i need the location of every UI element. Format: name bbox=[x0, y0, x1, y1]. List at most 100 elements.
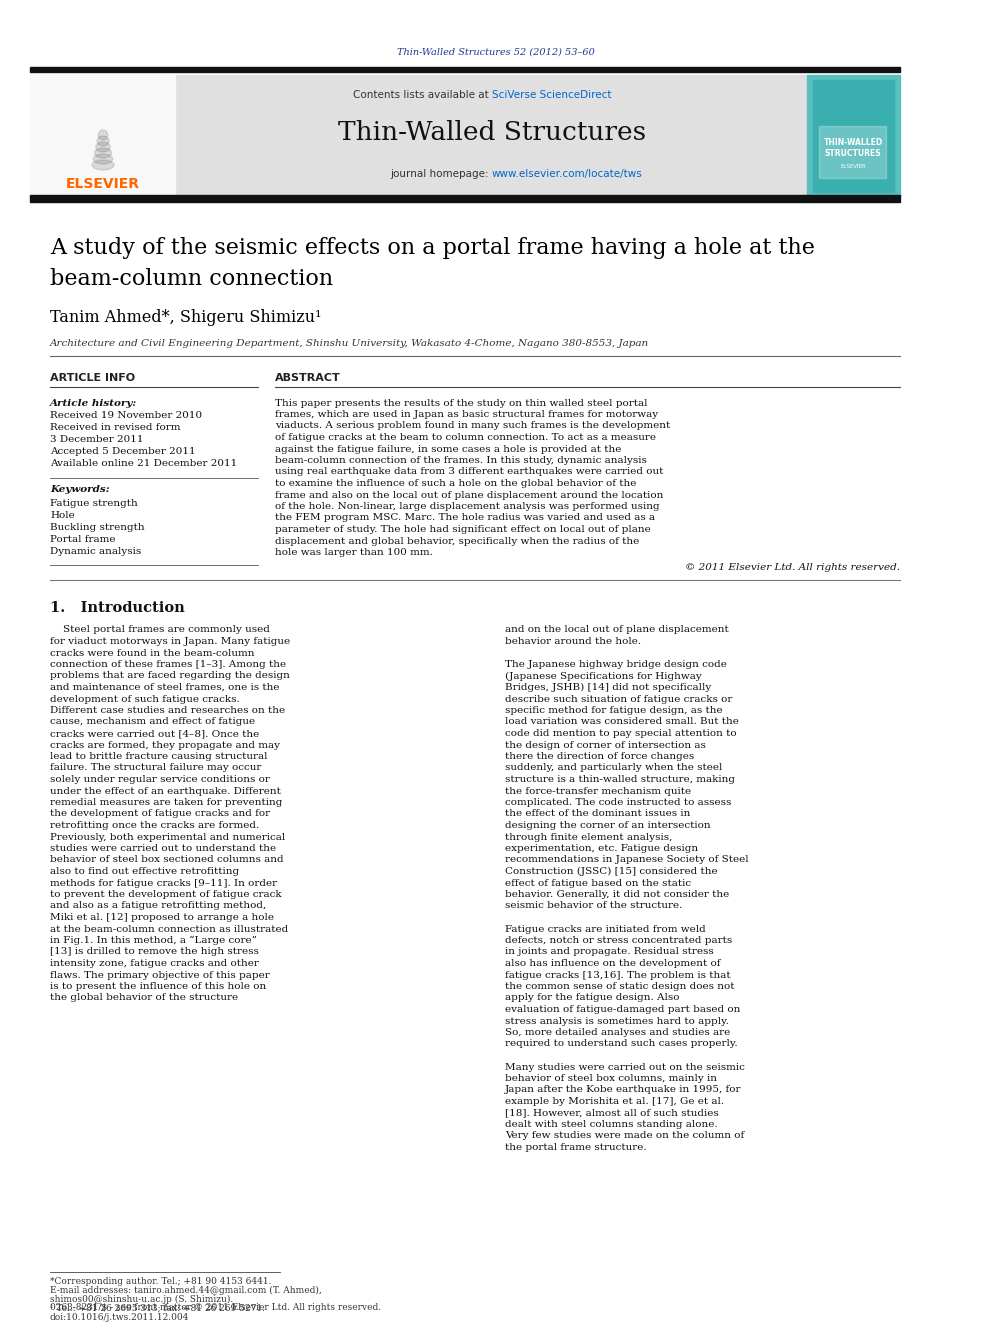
Text: behavior of steel box columns, mainly in: behavior of steel box columns, mainly in bbox=[505, 1074, 717, 1084]
Text: Very few studies were made on the column of: Very few studies were made on the column… bbox=[505, 1131, 744, 1140]
Text: and maintenance of steel frames, one is the: and maintenance of steel frames, one is … bbox=[50, 683, 280, 692]
Text: experimentation, etc. Fatigue design: experimentation, etc. Fatigue design bbox=[505, 844, 698, 853]
Text: Keywords:: Keywords: bbox=[50, 486, 110, 495]
Text: required to understand such cases properly.: required to understand such cases proper… bbox=[505, 1040, 738, 1049]
Text: recommendations in Japanese Society of Steel: recommendations in Japanese Society of S… bbox=[505, 856, 749, 864]
Text: parameter of study. The hole had significant effect on local out of plane: parameter of study. The hole had signifi… bbox=[275, 525, 651, 534]
Text: Hole: Hole bbox=[50, 511, 74, 520]
Text: using real earthquake data from 3 different earthquakes were carried out: using real earthquake data from 3 differ… bbox=[275, 467, 664, 476]
Text: Architecture and Civil Engineering Department, Shinshu University, Wakasato 4-Ch: Architecture and Civil Engineering Depar… bbox=[50, 339, 649, 348]
Text: solely under regular service conditions or: solely under regular service conditions … bbox=[50, 775, 270, 785]
Text: the effect of the dominant issues in: the effect of the dominant issues in bbox=[505, 810, 690, 819]
Text: the global behavior of the structure: the global behavior of the structure bbox=[50, 994, 238, 1003]
Text: problems that are faced regarding the design: problems that are faced regarding the de… bbox=[50, 672, 290, 680]
Text: designing the corner of an intersection: designing the corner of an intersection bbox=[505, 822, 710, 830]
Text: also to find out effective retrofitting: also to find out effective retrofitting bbox=[50, 867, 239, 876]
Text: Fatigue cracks are initiated from weld: Fatigue cracks are initiated from weld bbox=[505, 925, 705, 934]
Text: example by Morishita et al. [17], Ge et al.: example by Morishita et al. [17], Ge et … bbox=[505, 1097, 724, 1106]
Text: apply for the fatigue design. Also: apply for the fatigue design. Also bbox=[505, 994, 680, 1003]
Text: studies were carried out to understand the: studies were carried out to understand t… bbox=[50, 844, 276, 853]
Text: code did mention to pay special attention to: code did mention to pay special attentio… bbox=[505, 729, 737, 738]
Text: also has influence on the development of: also has influence on the development of bbox=[505, 959, 720, 968]
Text: This paper presents the results of the study on thin walled steel portal: This paper presents the results of the s… bbox=[275, 398, 648, 407]
Text: Steel portal frames are commonly used: Steel portal frames are commonly used bbox=[50, 626, 270, 635]
Text: cause, mechanism and effect of fatigue: cause, mechanism and effect of fatigue bbox=[50, 717, 255, 726]
Text: THIN-WALLED
STRUCTURES: THIN-WALLED STRUCTURES bbox=[823, 139, 883, 157]
Text: viaducts. A serious problem found in many such frames is the development: viaducts. A serious problem found in man… bbox=[275, 422, 671, 430]
Text: there the direction of force changes: there the direction of force changes bbox=[505, 751, 694, 761]
Text: © 2011 Elsevier Ltd. All rights reserved.: © 2011 Elsevier Ltd. All rights reserved… bbox=[685, 564, 900, 573]
Text: cracks are formed, they propagate and may: cracks are formed, they propagate and ma… bbox=[50, 741, 280, 750]
Text: beam-column connection of the frames. In this study, dynamic analysis: beam-column connection of the frames. In… bbox=[275, 456, 647, 464]
Text: ABSTRACT: ABSTRACT bbox=[275, 373, 340, 382]
Text: of fatigue cracks at the beam to column connection. To act as a measure: of fatigue cracks at the beam to column … bbox=[275, 433, 656, 442]
Text: Different case studies and researches on the: Different case studies and researches on… bbox=[50, 706, 285, 714]
Text: cracks were found in the beam-column: cracks were found in the beam-column bbox=[50, 648, 255, 658]
Text: Accepted 5 December 2011: Accepted 5 December 2011 bbox=[50, 447, 195, 456]
Text: is to present the influence of this hole on: is to present the influence of this hole… bbox=[50, 982, 266, 991]
Text: Many studies were carried out on the seismic: Many studies were carried out on the sei… bbox=[505, 1062, 745, 1072]
Bar bbox=[813, 79, 894, 192]
Text: Construction (JSSC) [15] considered the: Construction (JSSC) [15] considered the bbox=[505, 867, 717, 876]
Text: shimos00@shinshu-u.ac.jp (S. Shimizu).: shimos00@shinshu-u.ac.jp (S. Shimizu). bbox=[50, 1294, 233, 1303]
Text: The Japanese highway bridge design code: The Japanese highway bridge design code bbox=[505, 660, 727, 669]
Text: 0263-8231/$ - see front matter © 2011 Elsevier Ltd. All rights reserved.: 0263-8231/$ - see front matter © 2011 El… bbox=[50, 1303, 381, 1312]
Text: effect of fatigue based on the static: effect of fatigue based on the static bbox=[505, 878, 691, 888]
Text: beam-column connection: beam-column connection bbox=[50, 269, 333, 290]
Text: connection of these frames [1–3]. Among the: connection of these frames [1–3]. Among … bbox=[50, 660, 286, 669]
Text: describe such situation of fatigue cracks or: describe such situation of fatigue crack… bbox=[505, 695, 732, 704]
Text: remedial measures are taken for preventing: remedial measures are taken for preventi… bbox=[50, 798, 283, 807]
Text: ELSEVIER: ELSEVIER bbox=[840, 164, 866, 169]
Text: seismic behavior of the structure.: seismic behavior of the structure. bbox=[505, 901, 682, 910]
Ellipse shape bbox=[92, 160, 114, 169]
Text: Miki et al. [12] proposed to arrange a hole: Miki et al. [12] proposed to arrange a h… bbox=[50, 913, 274, 922]
Text: methods for fatigue cracks [9–11]. In order: methods for fatigue cracks [9–11]. In or… bbox=[50, 878, 277, 888]
Text: the force-transfer mechanism quite: the force-transfer mechanism quite bbox=[505, 786, 691, 795]
Text: at the beam-column connection as illustrated: at the beam-column connection as illustr… bbox=[50, 925, 289, 934]
Ellipse shape bbox=[93, 153, 113, 164]
Text: E-mail addresses: taniro.ahmed.44@gmail.com (T. Ahmed),: E-mail addresses: taniro.ahmed.44@gmail.… bbox=[50, 1286, 321, 1295]
Text: cracks were carried out [4–8]. Once the: cracks were carried out [4–8]. Once the bbox=[50, 729, 259, 738]
Text: Dynamic analysis: Dynamic analysis bbox=[50, 546, 141, 556]
Text: www.elsevier.com/locate/tws: www.elsevier.com/locate/tws bbox=[492, 169, 643, 179]
Text: the design of corner of intersection as: the design of corner of intersection as bbox=[505, 741, 706, 750]
Text: the common sense of static design does not: the common sense of static design does n… bbox=[505, 982, 734, 991]
Text: So, more detailed analyses and studies are: So, more detailed analyses and studies a… bbox=[505, 1028, 730, 1037]
Text: hole was larger than 100 mm.: hole was larger than 100 mm. bbox=[275, 548, 433, 557]
Text: behavior around the hole.: behavior around the hole. bbox=[505, 636, 641, 646]
Ellipse shape bbox=[94, 148, 111, 157]
Text: Buckling strength: Buckling strength bbox=[50, 523, 145, 532]
Text: behavior of steel box sectioned columns and: behavior of steel box sectioned columns … bbox=[50, 856, 284, 864]
Text: Received in revised form: Received in revised form bbox=[50, 423, 181, 433]
Text: Japan after the Kobe earthquake in 1995, for: Japan after the Kobe earthquake in 1995,… bbox=[505, 1085, 741, 1094]
Text: Available online 21 December 2011: Available online 21 December 2011 bbox=[50, 459, 237, 468]
Text: dealt with steel columns standing alone.: dealt with steel columns standing alone. bbox=[505, 1121, 717, 1129]
Text: against the fatigue failure, in some cases a hole is provided at the: against the fatigue failure, in some cas… bbox=[275, 445, 621, 454]
Text: the FEM program MSC. Marc. The hole radius was varied and used as a: the FEM program MSC. Marc. The hole radi… bbox=[275, 513, 655, 523]
Bar bbox=[30, 194, 900, 202]
Text: defects, notch or stress concentrated parts: defects, notch or stress concentrated pa… bbox=[505, 935, 732, 945]
Ellipse shape bbox=[96, 142, 110, 152]
Text: ¹ Tel.: +81 26 2695 313; fax: +81 26 269 5271.: ¹ Tel.: +81 26 2695 313; fax: +81 26 269… bbox=[50, 1303, 265, 1312]
Text: flaws. The primary objective of this paper: flaws. The primary objective of this pap… bbox=[50, 971, 270, 979]
Text: the development of fatigue cracks and for: the development of fatigue cracks and fo… bbox=[50, 810, 270, 819]
Text: (Japanese Specifications for Highway: (Japanese Specifications for Highway bbox=[505, 672, 701, 680]
Text: Received 19 November 2010: Received 19 November 2010 bbox=[50, 411, 202, 421]
Text: Bridges, JSHB) [14] did not specifically: Bridges, JSHB) [14] did not specifically bbox=[505, 683, 711, 692]
Bar bbox=[30, 75, 175, 197]
Text: and also as a fatigue retrofitting method,: and also as a fatigue retrofitting metho… bbox=[50, 901, 266, 910]
Text: doi:10.1016/j.tws.2011.12.004: doi:10.1016/j.tws.2011.12.004 bbox=[50, 1314, 189, 1323]
Text: journal homepage:: journal homepage: bbox=[390, 169, 492, 179]
Text: [18]. However, almost all of such studies: [18]. However, almost all of such studie… bbox=[505, 1109, 719, 1118]
Text: of the hole. Non-linear, large displacement analysis was performed using: of the hole. Non-linear, large displacem… bbox=[275, 501, 660, 511]
Text: Article history:: Article history: bbox=[50, 398, 137, 407]
Text: the portal frame structure.: the portal frame structure. bbox=[505, 1143, 647, 1152]
Text: Previously, both experimental and numerical: Previously, both experimental and numeri… bbox=[50, 832, 286, 841]
Text: frame and also on the local out of plane displacement around the location: frame and also on the local out of plane… bbox=[275, 491, 664, 500]
Text: structure is a thin-walled structure, making: structure is a thin-walled structure, ma… bbox=[505, 775, 735, 785]
Text: and on the local out of plane displacement: and on the local out of plane displaceme… bbox=[505, 626, 729, 635]
Text: lead to brittle fracture causing structural: lead to brittle fracture causing structu… bbox=[50, 751, 268, 761]
Text: complicated. The code instructed to assess: complicated. The code instructed to asse… bbox=[505, 798, 731, 807]
Text: in joints and propagate. Residual stress: in joints and propagate. Residual stress bbox=[505, 947, 714, 957]
Text: Thin-Walled Structures: Thin-Walled Structures bbox=[338, 120, 646, 146]
